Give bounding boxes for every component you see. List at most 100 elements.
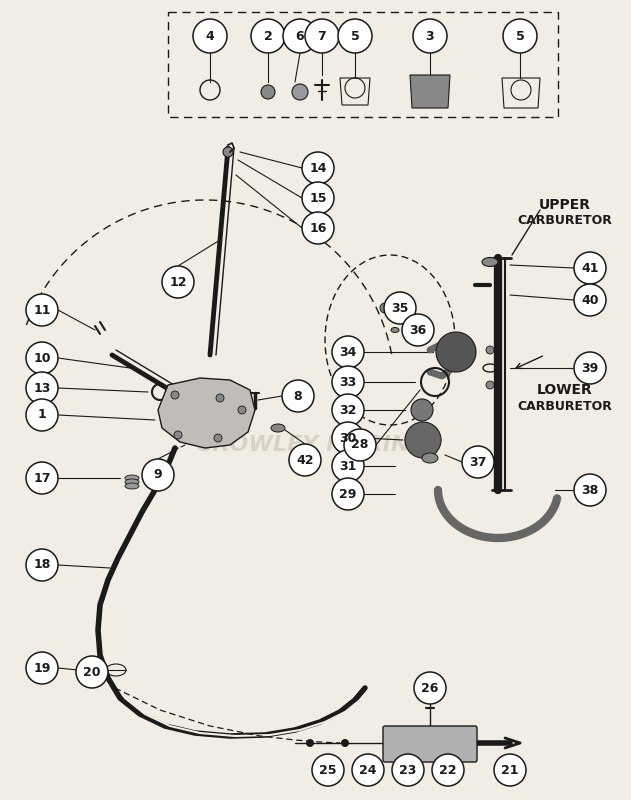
- Circle shape: [332, 394, 364, 426]
- Circle shape: [289, 444, 321, 476]
- Text: 9: 9: [154, 469, 162, 482]
- Text: 35: 35: [391, 302, 409, 314]
- Circle shape: [26, 462, 58, 494]
- Text: 17: 17: [33, 471, 50, 485]
- Text: CARBURETOR: CARBURETOR: [517, 399, 613, 413]
- Ellipse shape: [422, 453, 438, 463]
- Circle shape: [302, 182, 334, 214]
- Circle shape: [26, 399, 58, 431]
- Circle shape: [462, 446, 494, 478]
- Circle shape: [332, 366, 364, 398]
- Text: 40: 40: [581, 294, 599, 306]
- Circle shape: [283, 19, 317, 53]
- Circle shape: [171, 391, 179, 399]
- Text: 28: 28: [351, 438, 369, 451]
- Circle shape: [486, 381, 494, 389]
- Circle shape: [261, 85, 275, 99]
- Circle shape: [384, 292, 416, 324]
- FancyBboxPatch shape: [383, 726, 477, 762]
- Text: 6: 6: [296, 30, 304, 42]
- Ellipse shape: [125, 483, 139, 489]
- Text: 8: 8: [293, 390, 302, 402]
- Text: 5: 5: [516, 30, 524, 42]
- Text: 19: 19: [33, 662, 50, 674]
- Circle shape: [292, 84, 308, 100]
- Text: 12: 12: [169, 275, 187, 289]
- Text: 36: 36: [410, 323, 427, 337]
- Text: 11: 11: [33, 303, 50, 317]
- Circle shape: [332, 422, 364, 454]
- Text: 29: 29: [339, 487, 357, 501]
- Text: 24: 24: [359, 763, 377, 777]
- Circle shape: [392, 754, 424, 786]
- Circle shape: [432, 754, 464, 786]
- Circle shape: [494, 754, 526, 786]
- Ellipse shape: [391, 327, 399, 333]
- Circle shape: [142, 459, 174, 491]
- Circle shape: [344, 429, 376, 461]
- Text: 2: 2: [264, 30, 273, 42]
- Circle shape: [305, 19, 339, 53]
- Text: 32: 32: [339, 403, 357, 417]
- Circle shape: [193, 19, 227, 53]
- Text: 37: 37: [469, 455, 487, 469]
- Circle shape: [402, 314, 434, 346]
- Text: 23: 23: [399, 763, 416, 777]
- Circle shape: [380, 303, 390, 313]
- Ellipse shape: [125, 475, 139, 481]
- Text: 25: 25: [319, 763, 337, 777]
- Text: CROWLEY MARINE: CROWLEY MARINE: [196, 435, 425, 455]
- Text: 14: 14: [309, 162, 327, 174]
- Circle shape: [302, 212, 334, 244]
- Circle shape: [338, 19, 372, 53]
- Text: 41: 41: [581, 262, 599, 274]
- Circle shape: [413, 19, 447, 53]
- Text: 5: 5: [351, 30, 360, 42]
- Circle shape: [174, 431, 182, 439]
- Circle shape: [574, 352, 606, 384]
- Circle shape: [574, 474, 606, 506]
- Text: 21: 21: [501, 763, 519, 777]
- Circle shape: [251, 19, 285, 53]
- Circle shape: [486, 346, 494, 354]
- Circle shape: [302, 152, 334, 184]
- Text: 7: 7: [317, 30, 326, 42]
- Circle shape: [306, 739, 314, 747]
- Ellipse shape: [125, 479, 139, 485]
- Circle shape: [341, 739, 349, 747]
- Circle shape: [282, 380, 314, 412]
- Circle shape: [414, 672, 446, 704]
- Circle shape: [26, 294, 58, 326]
- Circle shape: [332, 478, 364, 510]
- Circle shape: [405, 422, 441, 458]
- Ellipse shape: [482, 258, 498, 266]
- Circle shape: [26, 342, 58, 374]
- Circle shape: [26, 652, 58, 684]
- Text: 26: 26: [422, 682, 439, 694]
- Text: 16: 16: [309, 222, 327, 234]
- Circle shape: [76, 656, 108, 688]
- Circle shape: [223, 147, 233, 157]
- Text: 20: 20: [83, 666, 101, 678]
- Text: 1: 1: [38, 409, 46, 422]
- Text: 18: 18: [33, 558, 50, 571]
- Polygon shape: [410, 75, 450, 108]
- Text: 13: 13: [33, 382, 50, 394]
- Text: CARBURETOR: CARBURETOR: [517, 214, 613, 226]
- Circle shape: [238, 406, 246, 414]
- Circle shape: [312, 754, 344, 786]
- Circle shape: [214, 434, 222, 442]
- Circle shape: [352, 754, 384, 786]
- Circle shape: [574, 252, 606, 284]
- Circle shape: [216, 394, 224, 402]
- Circle shape: [503, 19, 537, 53]
- Circle shape: [332, 336, 364, 368]
- Text: 39: 39: [581, 362, 599, 374]
- Text: 3: 3: [426, 30, 434, 42]
- Circle shape: [26, 549, 58, 581]
- Text: 30: 30: [339, 431, 357, 445]
- Circle shape: [411, 399, 433, 421]
- Circle shape: [26, 372, 58, 404]
- Text: 42: 42: [296, 454, 314, 466]
- Circle shape: [574, 284, 606, 316]
